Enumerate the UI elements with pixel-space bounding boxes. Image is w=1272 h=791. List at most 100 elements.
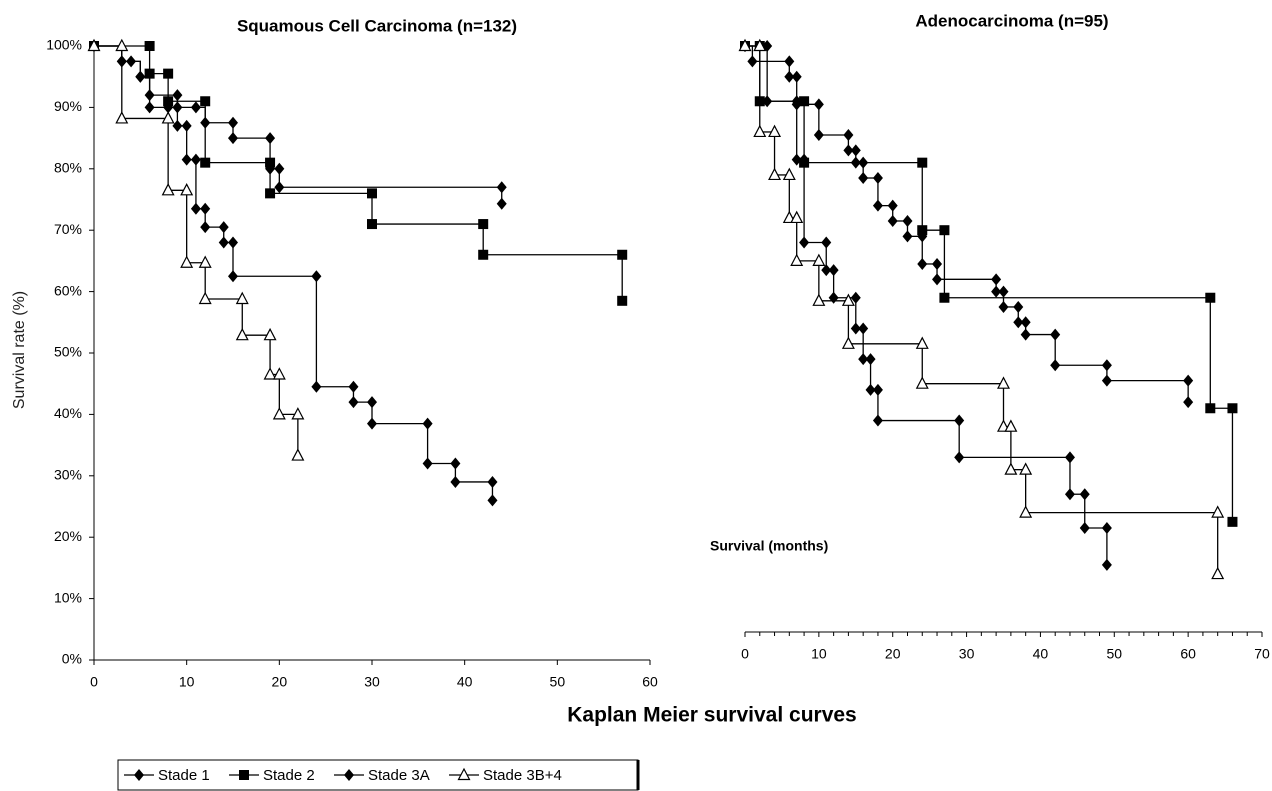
marker: [768, 167, 782, 181]
marker: [144, 68, 155, 79]
x-tick-label: 0: [741, 646, 749, 662]
marker: [932, 257, 943, 270]
x-tick-label: 60: [1180, 646, 1196, 662]
marker: [1020, 328, 1031, 341]
marker: [190, 153, 201, 166]
marker: [144, 101, 155, 114]
marker: [812, 293, 826, 306]
marker: [265, 132, 276, 145]
marker: [1183, 374, 1194, 387]
marker: [1004, 419, 1018, 432]
y-tick-label: 30%: [54, 467, 82, 483]
marker: [450, 475, 461, 488]
marker: [850, 144, 861, 157]
marker: [841, 293, 855, 306]
marker: [617, 295, 628, 306]
marker: [887, 214, 898, 227]
x-tick-label: 40: [457, 674, 473, 690]
x-axis-label: Survival (months): [710, 538, 828, 554]
marker: [1020, 316, 1031, 329]
marker: [939, 292, 950, 303]
marker: [311, 380, 322, 393]
marker: [799, 153, 810, 166]
y-tick-label: 10%: [54, 589, 82, 605]
marker: [1050, 328, 1061, 341]
marker: [821, 236, 832, 249]
marker: [917, 257, 928, 270]
marker: [218, 236, 229, 249]
marker: [1050, 359, 1061, 372]
marker: [828, 291, 839, 304]
x-tick-label: 60: [642, 674, 658, 690]
marker: [218, 221, 229, 234]
marker: [915, 376, 929, 389]
marker: [272, 407, 286, 420]
marker: [1079, 521, 1090, 534]
x-tick-label: 10: [811, 646, 827, 662]
marker: [998, 300, 1009, 313]
marker: [762, 95, 773, 108]
marker: [843, 129, 854, 142]
marker: [478, 249, 489, 260]
marker: [1013, 300, 1024, 313]
marker: [1064, 488, 1075, 501]
series: [87, 38, 305, 461]
marker: [87, 38, 101, 52]
y-tick-label: 80%: [54, 160, 82, 176]
marker: [872, 199, 883, 212]
y-tick-label: 90%: [54, 98, 82, 114]
marker: [791, 95, 802, 108]
marker: [367, 396, 377, 409]
marker: [181, 153, 192, 166]
marker: [865, 353, 876, 366]
marker: [265, 157, 276, 168]
x-tick-label: 70: [1254, 646, 1270, 662]
marker: [872, 414, 883, 427]
marker: [1211, 566, 1225, 580]
marker: [115, 111, 129, 124]
legend: Stade 1 Stade 2 Stade 3A Stade 3B+4: [124, 767, 562, 784]
marker: [991, 285, 1002, 298]
marker: [367, 417, 377, 430]
marker: [200, 202, 211, 215]
marker: [1064, 451, 1075, 464]
marker: [1013, 316, 1024, 329]
marker: [239, 770, 249, 780]
marker: [768, 124, 782, 138]
marker: [858, 353, 869, 366]
marker: [799, 96, 810, 107]
x-tick-label: 30: [959, 646, 975, 662]
legend-label: Stade 1: [158, 767, 210, 784]
marker: [753, 124, 767, 138]
marker: [784, 55, 795, 68]
marker: [172, 119, 183, 132]
marker: [367, 219, 377, 230]
marker: [198, 291, 212, 305]
marker: [858, 322, 869, 335]
y-tick-label: 40%: [54, 405, 82, 421]
marker: [813, 98, 824, 111]
marker: [126, 55, 137, 68]
y-axis-label: Survival rate (%): [11, 291, 28, 409]
y-tick-label: 100%: [46, 37, 82, 53]
marker: [265, 188, 276, 199]
marker: [291, 448, 305, 461]
marker: [134, 769, 144, 781]
marker: [872, 383, 883, 396]
marker: [161, 182, 175, 196]
marker: [348, 396, 359, 409]
marker: [180, 255, 194, 268]
marker: [181, 119, 192, 132]
y-tick-label: 70%: [54, 221, 82, 237]
legend-label: Stade 3A: [368, 767, 430, 784]
marker: [828, 264, 839, 277]
marker: [784, 70, 795, 83]
marker: [865, 383, 876, 396]
marker: [813, 129, 824, 142]
marker: [1227, 516, 1238, 527]
marker: [163, 96, 174, 107]
marker: [782, 167, 796, 181]
marker: [1211, 505, 1225, 518]
marker: [902, 230, 913, 243]
y-tick-label: 20%: [54, 528, 82, 544]
